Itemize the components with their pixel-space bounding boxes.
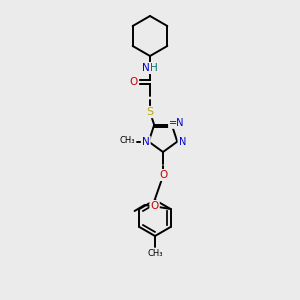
Text: N: N bbox=[142, 63, 150, 73]
Text: S: S bbox=[146, 107, 154, 117]
Text: H: H bbox=[150, 63, 158, 73]
Text: O: O bbox=[151, 201, 159, 211]
Text: =N: =N bbox=[169, 118, 184, 128]
Text: CH₃: CH₃ bbox=[147, 248, 163, 257]
Text: O: O bbox=[160, 170, 168, 180]
Text: N: N bbox=[178, 136, 186, 147]
Text: O: O bbox=[130, 77, 138, 87]
Text: CH₃: CH₃ bbox=[120, 136, 136, 145]
Text: N: N bbox=[142, 136, 150, 147]
